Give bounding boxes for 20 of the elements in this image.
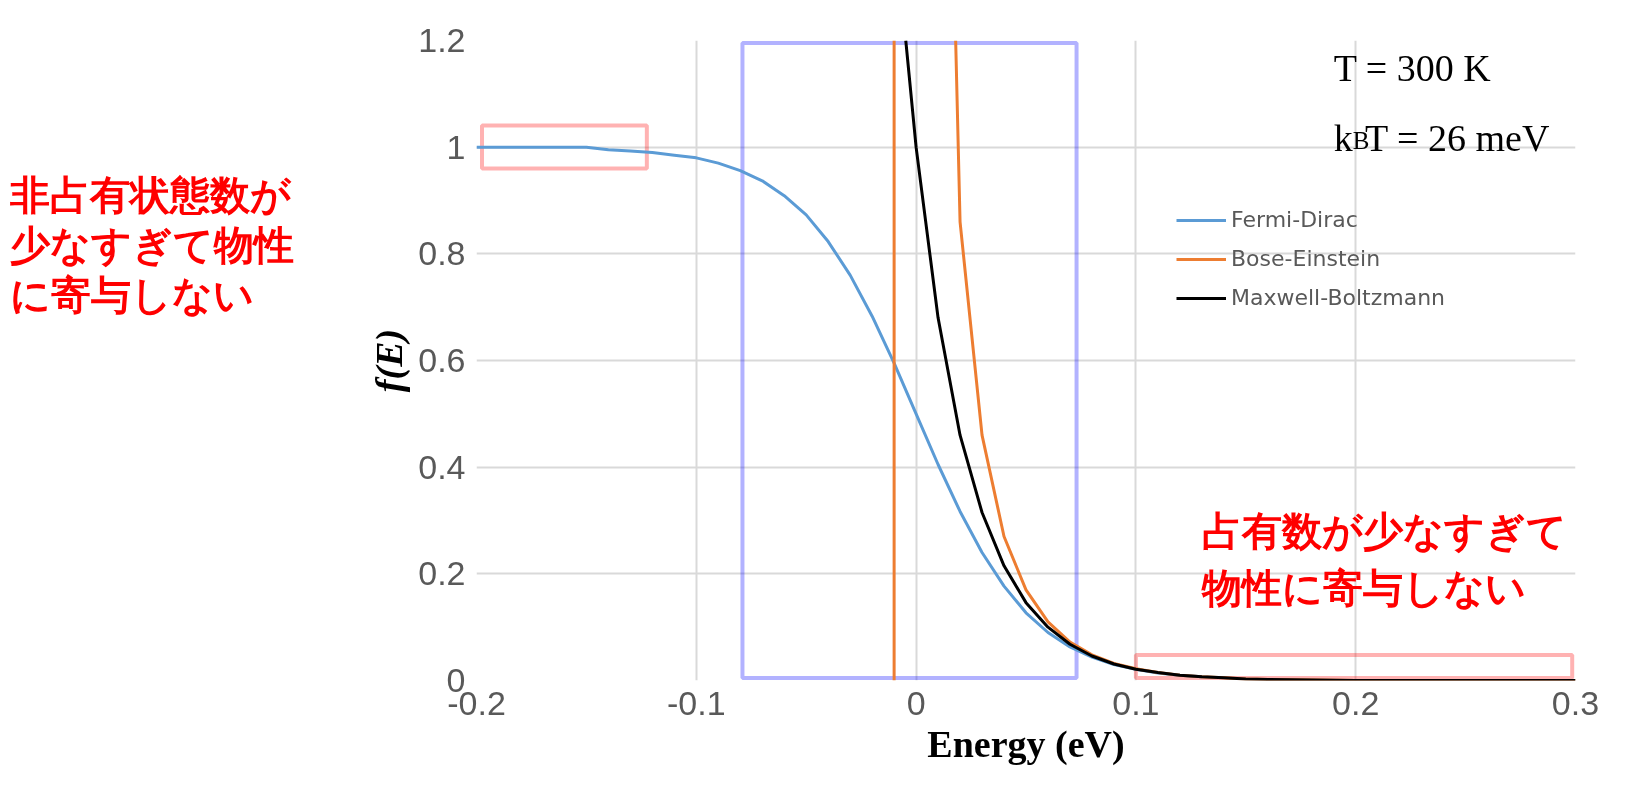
x-tick-label: 0 — [906, 683, 926, 722]
annotation: T = 300 K — [1333, 46, 1492, 89]
y-tick-label: 0.6 — [418, 341, 466, 379]
x-tick-label: 0.2 — [1332, 683, 1380, 722]
x-tick-label: 0.3 — [1551, 683, 1600, 722]
annotation: kBT = 26 meV — [1333, 117, 1550, 160]
annotation: 占有数が少なすぎて物性に寄与しない — [1200, 507, 1567, 612]
y-tick-label: 0.4 — [418, 447, 466, 486]
y-tick-label: 1.2 — [418, 21, 466, 59]
y-tick-label: 0.8 — [418, 234, 466, 273]
text: 非占有状態数が少なすぎて物性に寄与しない — [10, 171, 294, 320]
legend-label: Bose-Einstein — [1231, 246, 1381, 271]
y-tick-label: 1 — [446, 127, 466, 166]
y-axis-title: f(E) — [368, 328, 412, 393]
y-tick-label: 0.2 — [418, 554, 466, 593]
legend-label: Maxwell-Boltzmann — [1231, 285, 1446, 310]
x-tick-label: 0.1 — [1112, 683, 1160, 722]
x-axis-title: Energy (eV) — [927, 722, 1125, 766]
x-tick-label: -0.1 — [667, 683, 726, 722]
legend-label: Fermi-Dirac — [1231, 207, 1358, 232]
